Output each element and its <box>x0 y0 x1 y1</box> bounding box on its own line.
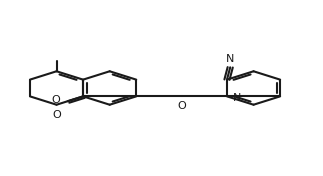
Text: N: N <box>233 93 241 103</box>
Text: O: O <box>52 95 61 105</box>
Text: O: O <box>52 110 61 120</box>
Text: N: N <box>226 54 234 64</box>
Text: O: O <box>177 101 186 111</box>
